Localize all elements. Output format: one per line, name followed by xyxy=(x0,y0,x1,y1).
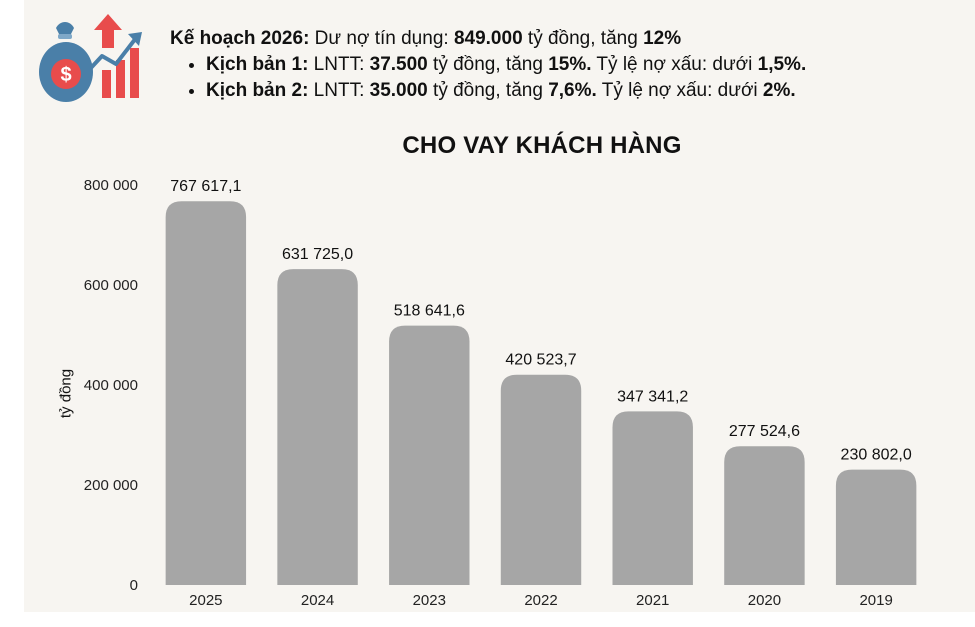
chart-bar xyxy=(165,201,247,585)
x-tick-label: 2023 xyxy=(413,592,446,609)
x-tick-label: 2024 xyxy=(301,592,334,609)
x-tick-label: 2022 xyxy=(524,592,557,609)
scenario-1: Kịch bản 1: LNTT: 37.500 tỷ đồng, tăng 1… xyxy=(206,52,960,78)
chart-title: CHO VAY KHÁCH HÀNG xyxy=(402,132,682,159)
chart-bar xyxy=(612,411,693,585)
data-label: 631 725,0 xyxy=(282,246,353,263)
y-tick-label: 400 000 xyxy=(84,377,138,394)
data-label: 420 523,7 xyxy=(505,352,576,369)
data-label: 518 641,6 xyxy=(394,303,465,320)
plan-credit-line: Kế hoạch 2026: Dư nợ tín dụng: 849.000 t… xyxy=(170,28,682,49)
x-tick-label: 2019 xyxy=(859,592,892,609)
chart-bar xyxy=(835,469,917,585)
x-tick-label: 2020 xyxy=(748,592,781,609)
data-label: 277 524,6 xyxy=(729,423,800,440)
svg-text:$: $ xyxy=(60,64,71,86)
chart-bar xyxy=(500,374,582,585)
scenario-2: Kịch bản 2: LNTT: 35.000 tỷ đồng, tăng 7… xyxy=(206,78,960,104)
scenario-list: Kịch bản 1: LNTT: 37.500 tỷ đồng, tăng 1… xyxy=(170,52,960,104)
x-tick-label: 2025 xyxy=(189,592,222,609)
y-tick-label: 0 xyxy=(130,577,138,594)
y-tick-label: 800 000 xyxy=(84,177,138,194)
chart-bar xyxy=(724,446,805,585)
y-tick-label: 600 000 xyxy=(84,277,138,294)
data-label: 767 617,1 xyxy=(170,178,241,195)
data-label: 347 341,2 xyxy=(617,388,688,405)
y-tick-label: 200 000 xyxy=(84,477,138,494)
chart-bar xyxy=(389,325,470,585)
money-bag-growth-icon: $ xyxy=(39,14,142,102)
data-label: 230 802,0 xyxy=(841,447,912,464)
chart-bar xyxy=(277,269,358,585)
plan-2026: Kế hoạch 2026: Dư nợ tín dụng: 849.000 t… xyxy=(170,26,960,104)
x-tick-label: 2021 xyxy=(636,592,669,609)
